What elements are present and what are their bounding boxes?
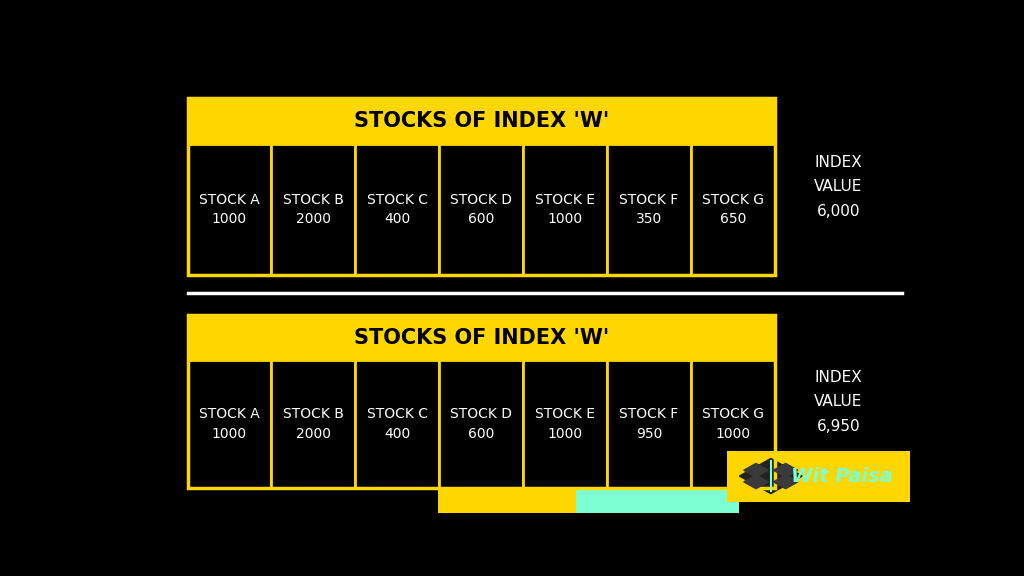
Text: STOCK E: STOCK E [536, 193, 595, 207]
Text: STOCK D: STOCK D [451, 193, 512, 207]
Text: STOCK G: STOCK G [701, 193, 764, 207]
Bar [187, 98, 775, 275]
Text: 1000: 1000 [716, 427, 751, 441]
Text: STOCK B: STOCK B [283, 407, 344, 422]
Bar [607, 144, 691, 275]
Bar [187, 144, 271, 275]
Text: STOCK C: STOCK C [367, 193, 428, 207]
Text: 2000: 2000 [296, 213, 331, 226]
Bar [187, 315, 775, 488]
Text: 1000: 1000 [212, 213, 247, 226]
Text: Wit Paisa: Wit Paisa [792, 467, 893, 486]
Bar [577, 479, 739, 513]
Polygon shape [739, 458, 802, 494]
Bar [691, 144, 775, 275]
Text: STOCKS OF INDEX 'W': STOCKS OF INDEX 'W' [353, 328, 609, 348]
Bar [355, 144, 439, 275]
Bar [187, 315, 775, 360]
Bar [187, 144, 775, 275]
Text: INDEX
VALUE
6,950: INDEX VALUE 6,950 [814, 370, 862, 434]
Text: STOCK C: STOCK C [367, 407, 428, 422]
Text: 950: 950 [636, 427, 663, 441]
Text: STOCK G: STOCK G [701, 407, 764, 422]
Text: 2000: 2000 [296, 427, 331, 441]
Bar [271, 144, 355, 275]
Text: STOCK D: STOCK D [451, 407, 512, 422]
Bar [437, 488, 577, 513]
Text: 650: 650 [720, 213, 746, 226]
Text: STOCK A: STOCK A [199, 193, 260, 207]
Bar [523, 360, 607, 488]
Text: 600: 600 [468, 427, 495, 441]
Bar [187, 360, 775, 488]
Text: 350: 350 [636, 213, 663, 226]
Text: 400: 400 [384, 427, 411, 441]
Text: STOCKS OF INDEX 'W': STOCKS OF INDEX 'W' [353, 111, 609, 131]
Text: STOCK F: STOCK F [620, 193, 679, 207]
Text: STOCK F: STOCK F [620, 407, 679, 422]
Text: STOCK E: STOCK E [536, 407, 595, 422]
Text: INDEX
VALUE
6,000: INDEX VALUE 6,000 [814, 154, 862, 219]
Bar [523, 144, 607, 275]
Bar [607, 360, 691, 488]
Text: 1000: 1000 [548, 213, 583, 226]
Bar [187, 360, 271, 488]
Text: 1000: 1000 [212, 427, 247, 441]
Bar [439, 144, 523, 275]
Bar [439, 360, 523, 488]
Text: 1000: 1000 [548, 427, 583, 441]
Bar [187, 98, 775, 144]
Polygon shape [773, 464, 798, 477]
Bar [691, 360, 775, 488]
Text: STOCK A: STOCK A [199, 407, 260, 422]
Bar [271, 360, 355, 488]
Text: 400: 400 [384, 213, 411, 226]
Polygon shape [773, 475, 798, 488]
Text: STOCK B: STOCK B [283, 193, 344, 207]
Polygon shape [743, 475, 768, 488]
Text: 600: 600 [468, 213, 495, 226]
Bar [727, 450, 909, 502]
Bar [355, 360, 439, 488]
Polygon shape [743, 464, 768, 477]
